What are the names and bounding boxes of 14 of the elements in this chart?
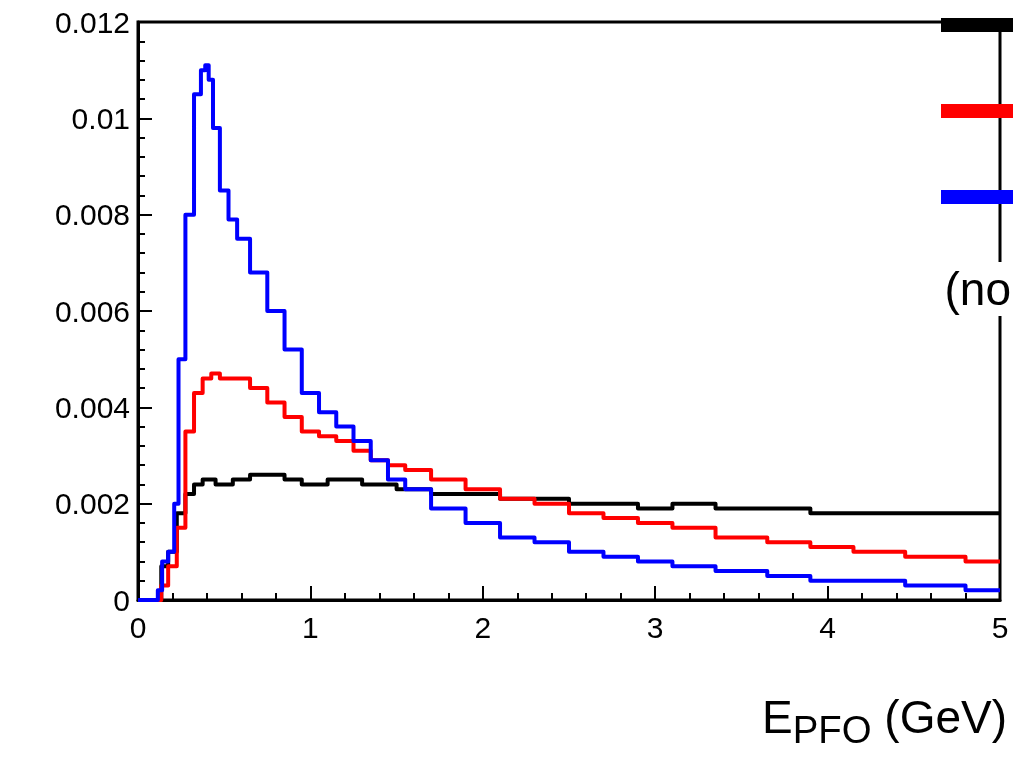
x-tick-label: 5 (991, 610, 1009, 644)
annotation: (no (944, 262, 1011, 316)
y-tick-label: 0.004 (54, 390, 130, 424)
x-tick-label: 3 (646, 610, 664, 644)
y-tick-label: 0.006 (54, 294, 130, 328)
y-tick-label: 0.01 (71, 101, 130, 135)
y-tick-label: 0.012 (54, 5, 130, 39)
x-axis-title: E$_{PFO}$ (GeV) (762, 690, 1007, 753)
y-tick-label: 0.002 (54, 487, 130, 521)
y-tick-label: 0 (113, 583, 130, 617)
x-tick-label: 2 (474, 610, 492, 644)
x-tick-label: 1 (302, 610, 319, 644)
y-tick-label: 0.008 (54, 198, 130, 232)
x-tick-label: 4 (819, 610, 836, 644)
